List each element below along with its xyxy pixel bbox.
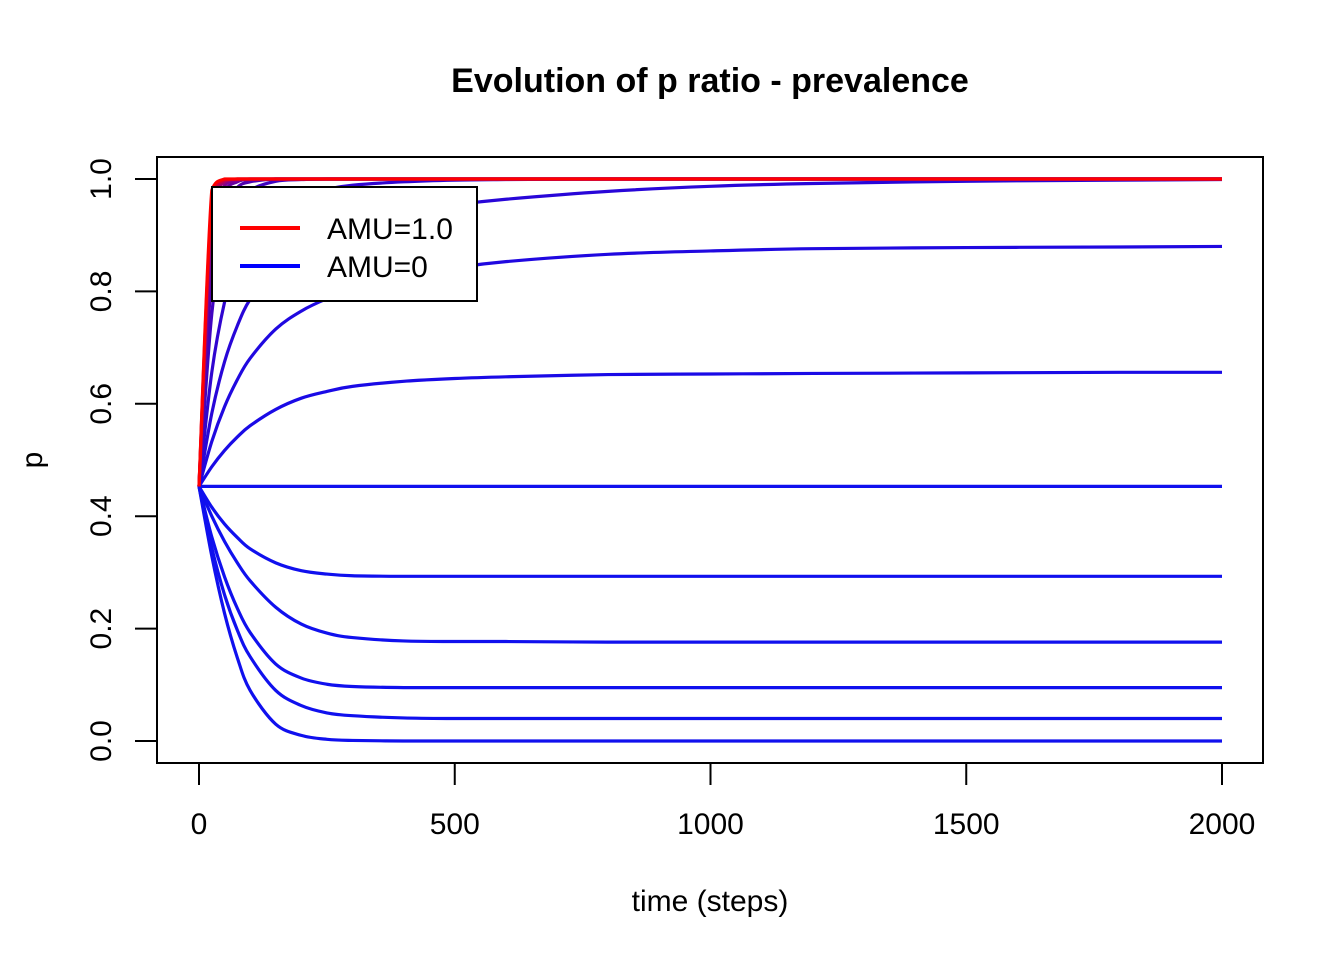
legend-box: [211, 186, 478, 302]
series-line-3: [197, 486, 1222, 690]
x-tick-label: 0: [191, 808, 208, 841]
x-axis-label: time (steps): [632, 885, 789, 918]
legend-label-amu-1: AMU=1.0: [327, 213, 453, 246]
x-tick-label: 1500: [933, 808, 1000, 841]
series-line-5: [197, 485, 1222, 578]
y-tick-label: 0.2: [85, 608, 118, 650]
legend: AMU=1.0 AMU=0: [211, 186, 478, 302]
y-axis-label: p: [16, 452, 49, 469]
x-tick-label: 500: [430, 808, 480, 841]
x-axis: 0 500 1000 1500 2000: [191, 762, 1256, 841]
series-line-7: [197, 370, 1222, 488]
chart-title: Evolution of p ratio - prevalence: [451, 62, 969, 100]
series-line-1: [197, 486, 1222, 743]
y-tick-label: 0.8: [85, 271, 118, 313]
y-tick-label: 0.6: [85, 383, 118, 425]
y-axis: 0.0 0.2 0.4 0.6 0.8 1.0: [85, 158, 158, 762]
series-line-4: [197, 485, 1222, 644]
series-line-2: [197, 486, 1222, 721]
y-tick-label: 1.0: [85, 158, 118, 200]
y-tick-label: 0.4: [85, 495, 118, 537]
y-tick-label: 0.0: [85, 720, 118, 762]
series-line-17: [197, 177, 1222, 487]
x-tick-label: 2000: [1189, 808, 1256, 841]
x-tick-label: 1000: [677, 808, 744, 841]
legend-label-amu-0: AMU=0: [327, 251, 428, 284]
